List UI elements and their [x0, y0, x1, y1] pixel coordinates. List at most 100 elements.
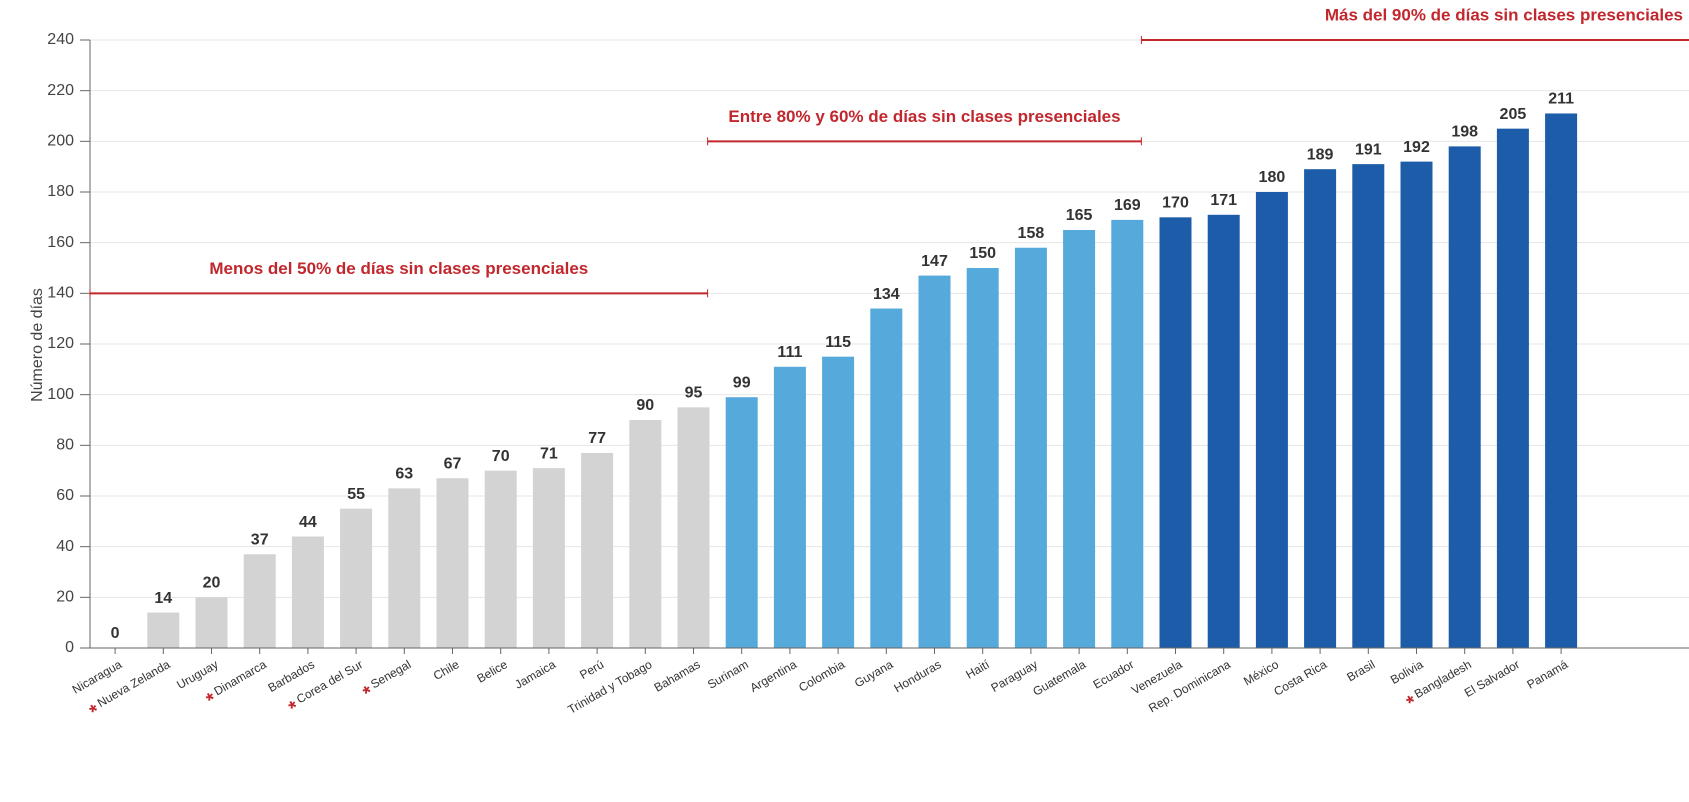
y-tick-label: 180 — [47, 183, 74, 200]
bar — [918, 275, 951, 648]
y-tick-label: 60 — [56, 487, 74, 504]
bar — [532, 468, 565, 648]
bar — [1352, 164, 1385, 648]
annotation: Menos del 50% de días sin clases presenc… — [209, 259, 588, 278]
x-label-group: Senegal* — [359, 657, 413, 704]
value-label: 63 — [395, 466, 413, 483]
value-label: 20 — [203, 575, 221, 592]
value-label: 67 — [444, 455, 462, 472]
x-label-group: Chile — [431, 657, 462, 683]
bar — [629, 420, 662, 648]
bar — [870, 308, 903, 648]
x-label-group: Argentina — [747, 657, 799, 695]
x-label-group: Panamá — [1524, 657, 1570, 692]
x-label-group: Guatemala — [1030, 657, 1088, 699]
y-tick-label: 160 — [47, 234, 74, 251]
x-tick-label: Colombia — [796, 657, 847, 695]
value-label: 95 — [685, 385, 703, 402]
x-label-group: Rep. Dominicana — [1146, 657, 1233, 715]
x-label-group: Brasil — [1344, 657, 1377, 684]
value-label: 99 — [733, 374, 751, 391]
bar — [1400, 161, 1433, 648]
bar — [147, 612, 180, 648]
x-tick-label: Jamaica — [512, 657, 558, 692]
x-label-group: Haití — [963, 657, 992, 682]
bar — [484, 470, 517, 648]
y-tick-label: 220 — [47, 82, 74, 99]
value-label: 14 — [154, 590, 172, 607]
annotation: Entre 80% y 60% de días sin clases prese… — [728, 107, 1120, 126]
x-tick-label: Senegal — [368, 657, 413, 691]
value-label: 70 — [492, 448, 510, 465]
value-label: 55 — [347, 486, 365, 503]
bar — [1255, 192, 1288, 648]
x-label-group: Trinidad y Tobago — [565, 657, 654, 717]
x-label-group: Bolivia — [1388, 657, 1426, 687]
x-tick-label: Haití — [963, 657, 992, 682]
value-label: 147 — [921, 253, 948, 270]
x-label-group: Belice — [474, 657, 510, 686]
bar — [1448, 146, 1481, 648]
bar — [822, 356, 855, 648]
x-tick-label: Trinidad y Tobago — [565, 657, 654, 717]
y-tick-label: 20 — [56, 589, 74, 606]
bar — [388, 488, 421, 648]
bar — [436, 478, 469, 648]
x-tick-label: Honduras — [892, 657, 944, 695]
value-label: 191 — [1355, 141, 1382, 158]
value-label: 205 — [1500, 106, 1527, 123]
value-label: 0 — [111, 625, 120, 642]
x-tick-label: Surinam — [705, 657, 751, 691]
x-tick-label: Bolivia — [1388, 657, 1426, 687]
x-label-group: Perú — [577, 657, 606, 682]
bar — [1159, 217, 1192, 649]
x-tick-label: Costa Rica — [1271, 657, 1329, 699]
value-label: 44 — [299, 514, 317, 531]
bar — [1207, 214, 1240, 649]
bar — [1545, 113, 1578, 648]
bar — [340, 508, 373, 648]
x-tick-label: Argentina — [747, 657, 799, 695]
x-tick-label: Dinamarca — [212, 657, 270, 698]
annotation: Más del 90% de días sin clases presencia… — [1325, 5, 1683, 24]
x-tick-label: Rep. Dominicana — [1146, 657, 1233, 715]
value-label: 111 — [777, 344, 802, 361]
bar — [966, 268, 999, 648]
x-label-group: Colombia — [796, 657, 847, 695]
value-label: 71 — [540, 445, 558, 462]
value-label: 90 — [636, 397, 654, 414]
x-tick-label: Bahamas — [652, 657, 703, 694]
x-tick-label: Guyana — [852, 657, 896, 690]
x-label-group: Guyana — [852, 657, 896, 690]
value-label: 180 — [1259, 169, 1286, 186]
bar — [1063, 230, 1096, 648]
y-tick-label: 240 — [47, 31, 74, 48]
value-label: 211 — [1548, 91, 1574, 108]
bar — [677, 407, 710, 648]
bar — [291, 536, 324, 648]
x-tick-label: Guatemala — [1030, 657, 1088, 699]
value-label: 192 — [1403, 139, 1430, 156]
y-tick-label: 120 — [47, 335, 74, 352]
bar — [195, 597, 228, 648]
y-tick-label: 40 — [56, 538, 74, 555]
value-label: 189 — [1307, 146, 1334, 163]
bar — [725, 397, 758, 648]
value-label: 150 — [969, 245, 996, 262]
x-label-group: Honduras — [892, 657, 944, 695]
bar — [1304, 169, 1337, 648]
x-label-group: Costa Rica — [1271, 657, 1329, 699]
value-label: 198 — [1451, 124, 1478, 141]
value-label: 77 — [588, 430, 606, 447]
value-label: 165 — [1066, 207, 1093, 224]
y-tick-label: 80 — [56, 437, 74, 454]
value-label: 115 — [825, 334, 851, 351]
y-tick-label: 200 — [47, 133, 74, 150]
x-tick-label: Brasil — [1344, 657, 1377, 684]
x-tick-label: Belice — [474, 657, 510, 686]
x-label-group: El Salvador — [1462, 657, 1522, 700]
y-axis-label: Número de días — [29, 288, 46, 402]
y-tick-label: 140 — [47, 285, 74, 302]
x-tick-label: Chile — [431, 657, 462, 683]
